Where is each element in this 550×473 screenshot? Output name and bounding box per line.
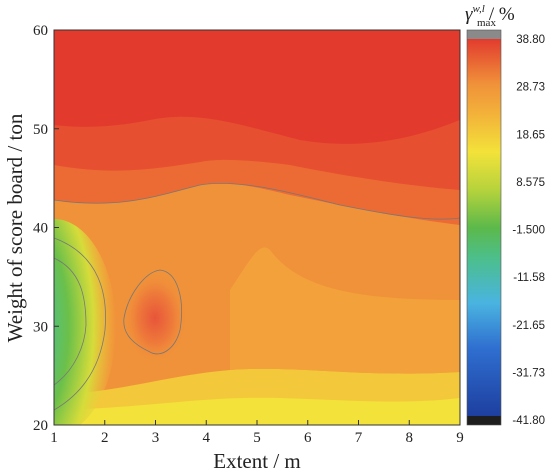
colorbar-tick-label: -41.80	[512, 415, 545, 427]
colorbar-tick-label: 8.575	[516, 177, 545, 189]
x-tick-label: 4	[203, 430, 211, 446]
colorbar-title-symbol: γ	[465, 4, 473, 25]
colorbar-gradient	[467, 39, 501, 416]
y-tick-label: 20	[33, 418, 48, 434]
colorbar-title: γw,l / %	[465, 3, 515, 25]
y-tick-label: 30	[33, 319, 48, 335]
y-tick-label: 50	[33, 122, 48, 138]
x-tick-label: 1	[50, 430, 58, 446]
contour-field	[54, 30, 460, 425]
colorbar-tick-label: 18.65	[516, 129, 545, 141]
y-tick-label: 40	[33, 221, 48, 237]
colorbar-ticks: 38.80 28.73 18.65 8.575 -1.500 -11.58 -21.65 -3…	[512, 34, 545, 427]
x-tick-label: 5	[253, 430, 261, 446]
y-axis-title: Weight of score board / ton	[3, 113, 27, 342]
x-tick-label: 8	[406, 430, 414, 446]
y-tick-label: 60	[33, 23, 48, 39]
y-axis-ticks: 20 30 40 50 60	[33, 23, 59, 434]
x-tick-label: 7	[355, 430, 363, 446]
colorbar-title-subscript: max	[477, 17, 496, 29]
x-axis-title: Extent / m	[213, 449, 301, 473]
colorbar-title-superscript: w,l	[473, 3, 485, 15]
colorbar-tick-label: 38.80	[516, 34, 545, 46]
colorbar-top-cap	[467, 30, 501, 39]
colorbar-tick-label: -31.73	[512, 367, 545, 379]
x-tick-label: 2	[101, 430, 109, 446]
colorbar-title-unit: / %	[489, 4, 515, 25]
colorbar-bottom-cap	[467, 416, 501, 425]
colorbar-tick-label: -11.58	[513, 272, 545, 284]
x-tick-label: 6	[304, 430, 312, 446]
colorbar-tick-label: 28.73	[516, 82, 545, 94]
colorbar: 38.80 28.73 18.65 8.575 -1.500 -11.58 -21.65 -3…	[466, 29, 545, 427]
x-axis-ticks: 1 2 3 4 5 6 7 8 9	[50, 420, 464, 446]
x-tick-label: 3	[152, 430, 160, 446]
x-tick-label: 9	[456, 430, 464, 446]
colorbar-tick-label: -1.500	[512, 225, 545, 237]
colorbar-tick-label: -21.65	[512, 320, 545, 332]
